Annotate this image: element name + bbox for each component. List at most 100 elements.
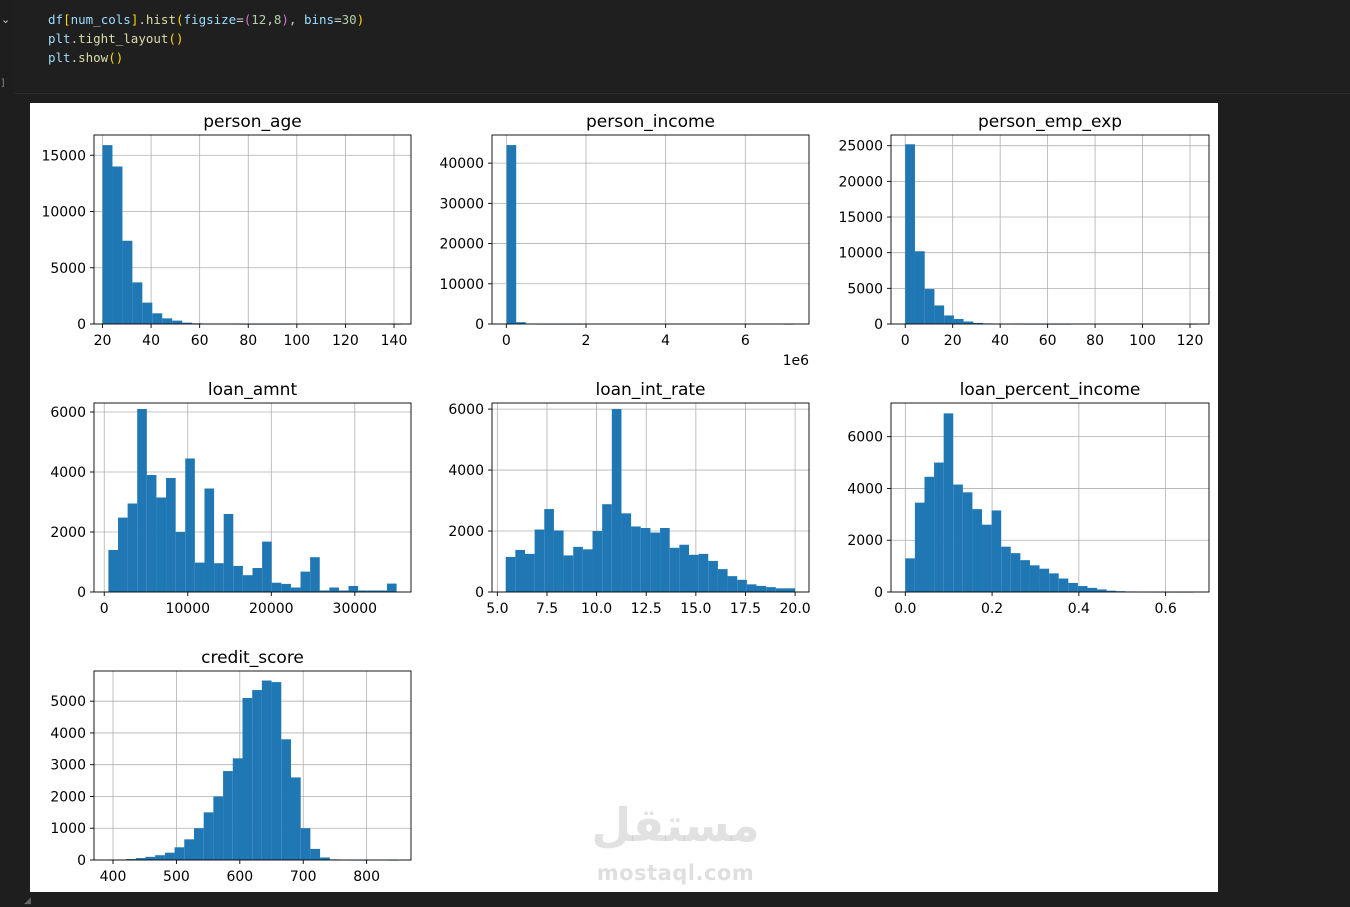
code-token: ) <box>356 12 365 27</box>
histogram-bar <box>223 514 234 592</box>
y-tick-label: 0 <box>77 585 86 601</box>
histogram-bar <box>271 582 282 592</box>
code-token: num_cols <box>70 12 131 27</box>
histogram-bar <box>242 698 253 860</box>
x-tick-label: 2 <box>582 333 591 349</box>
histogram-bar <box>348 586 359 592</box>
histogram-bar <box>232 758 243 860</box>
histogram-bar <box>544 509 554 592</box>
histogram-bar <box>320 857 330 860</box>
chevron-down-icon[interactable]: ⌄ <box>1 13 11 26</box>
x-tick-label: 12.5 <box>631 601 662 617</box>
histogram-bar <box>914 251 925 324</box>
histogram-bar <box>329 587 339 592</box>
histogram-bar <box>756 585 767 592</box>
x-tick-label: 10.0 <box>581 601 612 617</box>
code-token: hist <box>145 12 176 27</box>
histogram-bar <box>135 858 146 860</box>
histogram-bar <box>924 476 935 592</box>
histogram-bar <box>934 462 944 592</box>
code-token: figsize <box>183 12 237 27</box>
histogram-bar <box>737 579 747 592</box>
execution-count: ] <box>0 78 7 89</box>
code-line-1[interactable]: df[num_cols].hist(figsize=(12,8), bins=3… <box>48 12 364 28</box>
histogram-figure: 20 40 60 80 100 120 140050001000015000person_a… <box>41 112 1210 885</box>
histogram-bar <box>310 848 321 860</box>
histogram-bar <box>905 144 915 324</box>
histogram-bar <box>973 322 984 324</box>
x-tick-label: 80 <box>1086 333 1104 349</box>
code-line-3[interactable]: plt.show() <box>48 50 123 66</box>
code-token: () <box>108 50 124 65</box>
y-tick-label: 10000 <box>439 277 484 293</box>
histogram-bar <box>194 562 205 592</box>
y-tick-label: 5000 <box>50 261 86 277</box>
histogram-bar <box>108 550 119 592</box>
histogram-bar <box>621 513 632 592</box>
code-token: ) <box>281 12 289 27</box>
y-tick-label: 2000 <box>448 524 484 540</box>
histogram-bar <box>1087 587 1098 592</box>
y-tick-label: 6000 <box>50 405 86 421</box>
y-tick-label: 3000 <box>50 758 86 774</box>
code-token: bins <box>303 12 335 27</box>
histogram-bar <box>775 588 786 592</box>
histogram-bar <box>1068 582 1078 592</box>
histogram-bar <box>1039 568 1050 592</box>
histogram-bar <box>162 318 173 324</box>
x-tick-label: 60 <box>1039 333 1057 349</box>
histogram-bar <box>132 282 143 324</box>
code-token: plt <box>48 50 71 65</box>
x-tick-label: 0.0 <box>894 601 916 617</box>
histogram-bar <box>152 313 163 324</box>
code-token: , <box>266 12 274 27</box>
histogram-bar <box>943 413 954 592</box>
code-cell[interactable]: df[num_cols].hist(figsize=(12,8), bins=3… <box>14 0 1350 94</box>
histogram-bar <box>1106 590 1117 592</box>
x-tick-label: 5.0 <box>486 601 508 617</box>
histogram-bar <box>262 541 272 592</box>
histogram-bar <box>1077 586 1088 592</box>
histogram-bar <box>688 554 699 592</box>
histogram-bar <box>982 524 992 592</box>
histogram-bar <box>214 563 224 592</box>
y-tick-label: 10000 <box>838 246 883 262</box>
histogram-bar <box>126 859 136 860</box>
histogram-bar <box>1049 573 1059 592</box>
y-tick-label: 5000 <box>50 694 86 710</box>
histogram-bar <box>300 571 311 592</box>
code-token: [ <box>63 12 71 27</box>
histogram-bar <box>991 510 1002 592</box>
histogram-bar <box>102 145 113 324</box>
x-tick-label: 20 <box>94 333 112 349</box>
x-tick-label: 700 <box>290 869 317 885</box>
histogram-bar <box>184 839 194 860</box>
code-token: 30 <box>341 12 357 27</box>
code-line-2[interactable]: plt.tight_layout() <box>48 31 183 47</box>
histogram-bar <box>905 558 915 592</box>
code-token: . <box>138 12 146 27</box>
cell-gutter: ⌄ ] <box>0 0 14 907</box>
histogram-bar <box>631 526 641 592</box>
y-tick-label: 0 <box>475 317 484 333</box>
histogram-bar <box>708 560 718 592</box>
x-tick-label: 30000 <box>333 601 378 617</box>
x-offset-label: 1e6 <box>783 353 810 369</box>
watermark-arabic: مستقل <box>591 798 760 852</box>
x-tick-label: 800 <box>353 869 380 885</box>
histogram-bar <box>118 517 128 592</box>
y-tick-label: 25000 <box>838 139 883 155</box>
subplot-title: credit_score <box>201 648 304 668</box>
x-tick-label: 0.4 <box>1068 601 1090 617</box>
histogram-bar <box>1010 553 1021 592</box>
resize-handle-icon[interactable]: ◢ <box>24 896 31 906</box>
histogram-bar <box>252 568 263 592</box>
x-tick-label: 40 <box>142 333 160 349</box>
x-tick-label: 20 <box>944 333 962 349</box>
x-tick-label: 120 <box>332 333 359 349</box>
histogram-bar <box>914 502 925 592</box>
y-tick-label: 5000 <box>847 281 883 297</box>
histogram-bar <box>592 531 603 592</box>
histogram-bar <box>611 409 622 592</box>
y-tick-label: 1000 <box>50 821 86 837</box>
